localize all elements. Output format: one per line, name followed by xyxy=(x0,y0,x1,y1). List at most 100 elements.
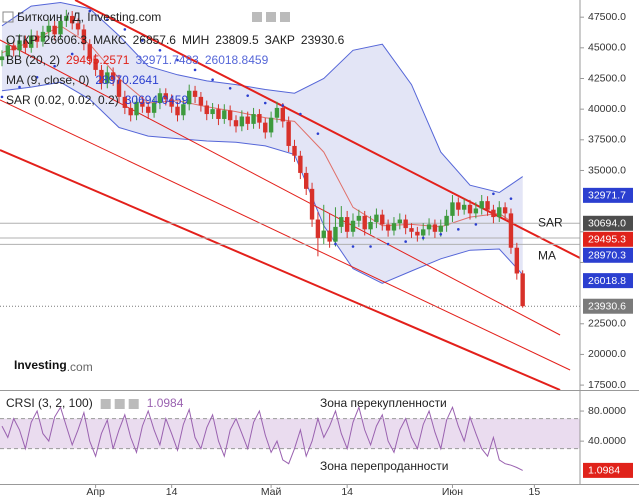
sar-dot xyxy=(281,104,285,107)
candle-body xyxy=(491,209,496,218)
candle-body xyxy=(409,228,414,232)
candle-body xyxy=(333,226,338,242)
candle-body xyxy=(251,114,256,124)
price-badge xyxy=(583,231,633,247)
x-tick-label: Апр xyxy=(86,486,105,498)
candle-body xyxy=(23,40,28,48)
indicator-line xyxy=(1,405,523,471)
sar-dot xyxy=(141,39,144,42)
indicator-value: 1.0984 xyxy=(147,396,184,410)
indicator-value: 28970.2641 xyxy=(95,73,159,87)
ohlc-label: ОТКР xyxy=(6,33,38,47)
channel-line xyxy=(0,39,561,336)
ohlc-value: 26606.3 xyxy=(44,33,88,47)
icon xyxy=(266,12,276,22)
zone xyxy=(0,418,580,449)
candle-body xyxy=(339,217,344,227)
candle-body xyxy=(210,109,215,115)
ohlc-label: ЗАКР xyxy=(265,33,295,47)
price-badge xyxy=(583,273,633,289)
price-pane xyxy=(0,0,580,390)
sar-dot xyxy=(351,245,355,248)
price-badge-label: 26018.8 xyxy=(588,275,626,287)
icon xyxy=(100,399,111,409)
candle-body xyxy=(426,224,432,230)
y-tick-label: 45000.0 xyxy=(588,42,626,54)
candle-body xyxy=(169,99,174,107)
sar-dot xyxy=(158,48,162,52)
annotation: Зона перекупленности xyxy=(320,396,447,410)
candle-body xyxy=(216,109,221,119)
x-tick-label: 14 xyxy=(166,486,178,498)
price-badge xyxy=(583,187,633,203)
candle-body xyxy=(87,44,92,59)
candle-body xyxy=(461,204,467,210)
candle-body xyxy=(385,224,391,231)
candle-body xyxy=(421,229,426,236)
candle-body xyxy=(298,155,303,173)
sar-dot xyxy=(263,101,267,105)
sar-dot xyxy=(492,192,495,196)
logo: Investing xyxy=(14,358,67,372)
candle-body xyxy=(292,145,297,156)
legend: Биткоин / Д, Investing.com ОТКР 26606.3 МА… xyxy=(2,10,448,473)
x-tick-label: Май xyxy=(261,486,282,498)
candle-body xyxy=(502,207,508,214)
indicator-value: 29495.2571 xyxy=(66,53,130,67)
candle-body xyxy=(0,56,5,61)
indicator-pane xyxy=(0,405,580,471)
candle-body xyxy=(175,106,180,116)
y-tick-label: 47500.0 xyxy=(588,11,626,23)
candle-body xyxy=(403,219,408,229)
candle-body xyxy=(321,230,326,238)
candle-body xyxy=(450,202,455,216)
candle-body xyxy=(146,106,151,113)
candle-body xyxy=(157,93,163,104)
annotation: MA xyxy=(538,249,556,263)
candle-body xyxy=(34,35,40,42)
candle-body xyxy=(198,96,204,106)
sar-dot xyxy=(509,197,513,200)
indicator-name: CRSI (3, 2, 100) xyxy=(6,396,93,410)
candle-body xyxy=(134,101,139,116)
band-lower xyxy=(1,81,524,284)
sar-dot xyxy=(70,52,74,56)
candle-body xyxy=(163,93,168,100)
sar-dot xyxy=(176,58,179,62)
y-tick-label: 37500.0 xyxy=(588,134,626,146)
y-tick-label: 80.0000 xyxy=(588,405,626,417)
candle-body xyxy=(93,58,98,70)
candle-body xyxy=(69,15,75,24)
candle-body xyxy=(485,201,490,210)
candle-body xyxy=(467,204,473,214)
candle-body xyxy=(368,221,373,230)
candle-body xyxy=(438,225,443,232)
sar-dot xyxy=(35,75,39,79)
y-tick-label: 22500.0 xyxy=(588,318,626,330)
candle-body xyxy=(268,117,274,133)
candle-body xyxy=(415,231,420,236)
candle-body xyxy=(374,214,379,222)
x-tick-label: 14 xyxy=(341,486,353,498)
candle-body xyxy=(64,15,69,21)
candle-body xyxy=(52,25,57,35)
ohlc-value: 23930.6 xyxy=(301,33,345,47)
y-tick-label: 40.0000 xyxy=(588,435,626,447)
y-tick-label: 42500.0 xyxy=(588,72,626,84)
y-tick-label: 20000.0 xyxy=(588,348,626,360)
candle-body xyxy=(29,35,34,48)
sar-dot xyxy=(0,95,4,99)
price-badge-label: 29495.3 xyxy=(588,234,626,246)
candle-body xyxy=(362,215,367,230)
candle-body xyxy=(17,40,22,51)
candle-body xyxy=(222,110,227,119)
ohlc-label: МАКС xyxy=(93,33,127,47)
channel-line xyxy=(0,149,561,390)
sar-dot xyxy=(474,223,478,226)
candle-body xyxy=(344,217,350,232)
value-badge-label: 1.0984 xyxy=(588,465,620,477)
annotation: Зона перепроданности xyxy=(320,459,448,473)
candle-body xyxy=(508,213,514,248)
channel-line xyxy=(74,0,580,259)
